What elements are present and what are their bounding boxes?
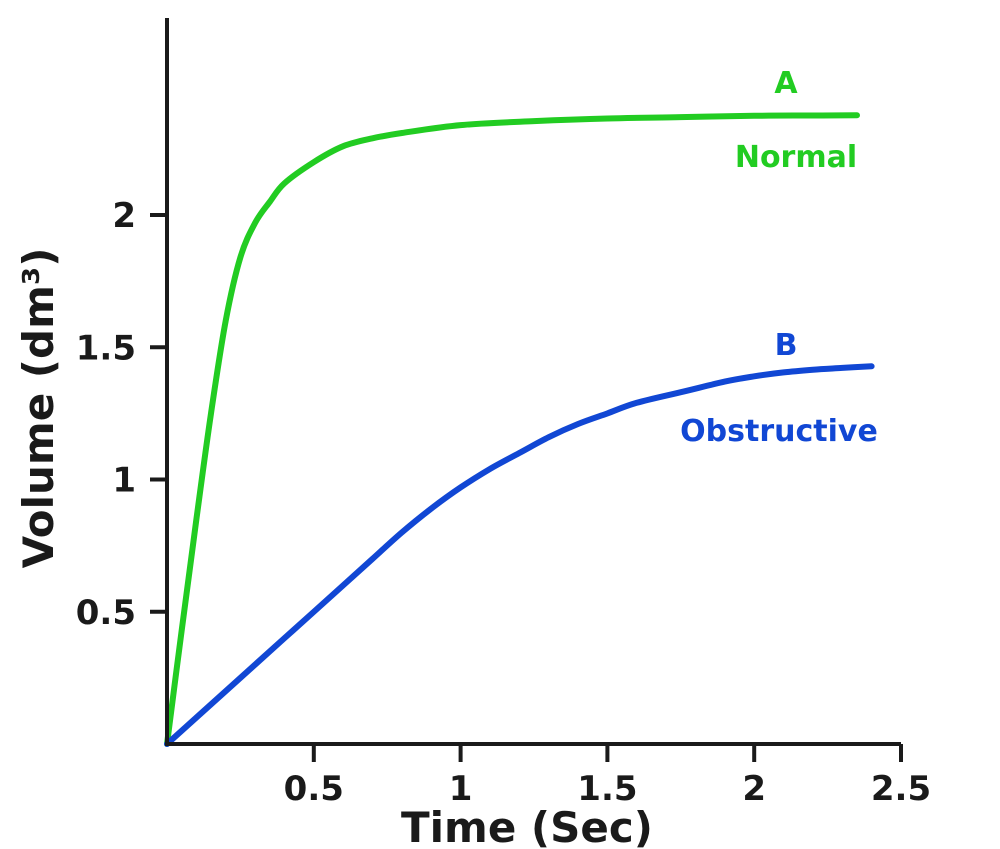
series-a-line [164, 112, 860, 747]
y-axis-ticks: 0.5 1 1.5 2 [76, 196, 167, 633]
x-tick-label: 1.5 [577, 769, 637, 809]
series-b-name: B [775, 328, 798, 363]
series-a-description: Normal [735, 140, 857, 175]
y-tick-label: 1 [112, 461, 136, 501]
x-tick-label: 2.5 [871, 769, 931, 809]
x-tick-label: 1 [449, 769, 473, 809]
y-tick-label: 2 [112, 196, 136, 236]
series-b-description: Obstructive [680, 414, 878, 449]
y-tick-label: 1.5 [76, 328, 136, 368]
y-axis-title: Volume (dm³) [14, 248, 63, 569]
x-axis-title: Time (Sec) [401, 803, 653, 849]
x-tick-label: 2 [742, 769, 766, 809]
x-axis-ticks: 0.5 1 1.5 2 2.5 [284, 744, 931, 809]
x-tick-label: 0.5 [284, 769, 344, 809]
series-a-name: A [774, 66, 798, 101]
y-tick-label: 0.5 [76, 593, 136, 633]
series-b-line [164, 363, 875, 747]
